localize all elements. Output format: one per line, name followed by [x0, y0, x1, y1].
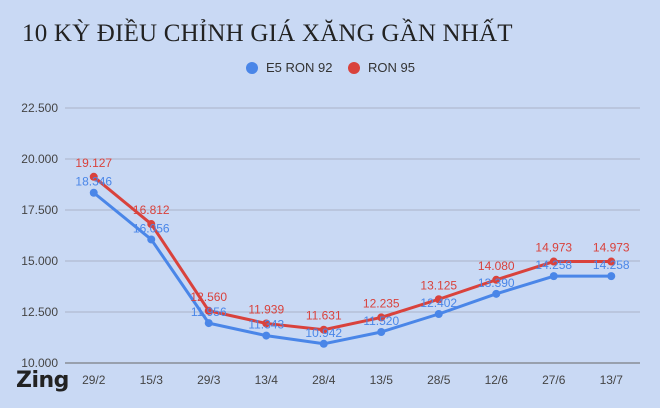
data-label: 10.942 [305, 326, 342, 340]
legend-marker [246, 62, 258, 74]
y-tick-label: 12.500 [21, 305, 58, 319]
data-label: 12.402 [420, 296, 457, 310]
data-point [492, 289, 501, 298]
data-label: 14.258 [535, 258, 572, 272]
x-tick-label: 13/7 [600, 373, 624, 387]
data-point [89, 188, 98, 197]
chart-title: 10 KỲ ĐIỀU CHỈNH GIÁ XĂNG GẦN NHẤT [22, 20, 513, 47]
data-point [377, 327, 386, 336]
data-point [492, 275, 501, 284]
y-tick-label: 15.000 [21, 254, 58, 268]
data-label: 13.125 [420, 278, 457, 292]
y-tick-label: 17.500 [21, 203, 58, 217]
x-tick-label: 28/4 [312, 373, 336, 387]
legend-marker [348, 62, 360, 74]
data-label: 11.939 [248, 302, 284, 316]
logo-text: Zing [16, 368, 69, 393]
x-tick-label: 28/5 [427, 373, 451, 387]
y-tick-label: 20.000 [21, 152, 58, 166]
y-tick-label: 22.500 [21, 101, 58, 115]
data-label: 11.520 [363, 314, 399, 328]
data-point [147, 220, 156, 229]
legend-label: RON 95 [368, 60, 415, 75]
data-label: 14.258 [593, 258, 630, 272]
data-point [549, 257, 558, 266]
data-label: 14.973 [535, 241, 572, 255]
data-label: 12.560 [190, 290, 227, 304]
data-label: 12.235 [363, 296, 400, 310]
data-point [434, 309, 443, 318]
data-label: 11.956 [191, 305, 227, 319]
data-point [319, 325, 328, 334]
data-label: 11.343 [248, 318, 284, 332]
data-point [204, 319, 213, 328]
x-tick-label: 13/5 [370, 373, 394, 387]
data-point [262, 319, 271, 328]
data-label: 18.346 [75, 175, 112, 189]
data-point [377, 313, 386, 322]
x-tick-label: 13/4 [255, 373, 279, 387]
data-point [147, 235, 156, 244]
data-point [204, 306, 213, 315]
data-point [89, 172, 98, 181]
series-line [92, 191, 612, 346]
data-label: 14.080 [478, 259, 515, 273]
data-point [319, 339, 328, 348]
x-tick-label: 12/6 [485, 373, 509, 387]
data-label: 16.812 [133, 203, 170, 217]
zing-logo: Zing [16, 368, 69, 393]
x-tick-label: 15/3 [140, 373, 164, 387]
data-label: 14.973 [593, 241, 630, 255]
data-label: 11.631 [306, 309, 342, 323]
data-point [434, 295, 443, 304]
x-tick-label: 27/6 [542, 373, 566, 387]
series-line [92, 175, 612, 332]
data-point [607, 257, 616, 266]
y-tick-label: 10.000 [21, 356, 58, 370]
x-tick-label: 29/3 [197, 373, 221, 387]
data-point [262, 331, 271, 340]
data-label: 16.056 [133, 221, 170, 235]
x-tick-label: 29/2 [82, 373, 106, 387]
data-label: 19.127 [75, 156, 112, 170]
data-label: 13.390 [478, 276, 515, 290]
legend-label: E5 RON 92 [266, 60, 332, 75]
data-point [549, 272, 558, 281]
data-point [607, 272, 616, 281]
